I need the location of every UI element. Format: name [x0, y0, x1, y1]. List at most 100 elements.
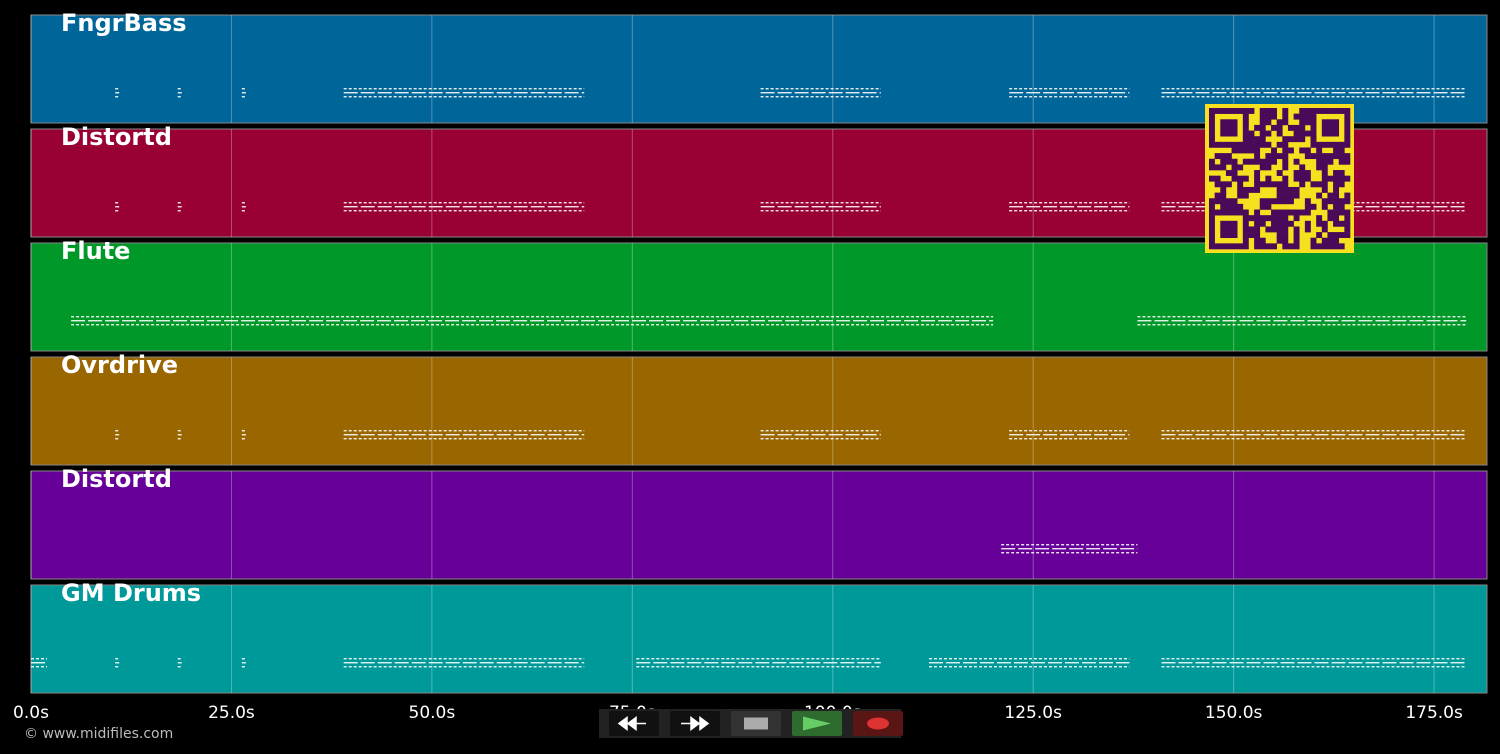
qr-cell: [1259, 119, 1266, 126]
note-span: [71, 316, 994, 326]
qr-cell: [1231, 198, 1238, 205]
qr-cell: [1225, 232, 1232, 239]
qr-cell: [1242, 232, 1249, 239]
qr-code: [1205, 104, 1354, 253]
qr-cell: [1344, 209, 1351, 216]
qr-cell: [1271, 215, 1277, 222]
x-tick-label: 125.0s: [1004, 703, 1062, 723]
qr-cell: [1276, 215, 1283, 222]
qr-cell: [1231, 226, 1238, 233]
note-span: [177, 202, 182, 212]
qr-cell: [1333, 119, 1340, 126]
stop-button[interactable]: [731, 711, 781, 736]
qr-cell: [1327, 237, 1334, 244]
qr-cell: [1321, 119, 1328, 126]
qr-cell: [1344, 215, 1351, 222]
track-name: Flute: [61, 237, 130, 265]
qr-cell: [1271, 243, 1277, 250]
track-name: GM Drums: [61, 579, 201, 607]
qr-cell: [1333, 203, 1340, 210]
qr-cell: [1344, 108, 1351, 114]
qr-cell: [1265, 175, 1272, 182]
qr-cell: [1321, 108, 1328, 114]
qr-cell: [1338, 108, 1345, 114]
qr-cell: [1293, 124, 1300, 131]
qr-cell: [1242, 237, 1249, 244]
qr-cell: [1344, 153, 1351, 160]
qr-cell: [1304, 130, 1311, 137]
qr-cell: [1242, 119, 1249, 126]
qr-cell: [1242, 175, 1249, 182]
qr-cell: [1209, 203, 1215, 210]
qr-cell: [1344, 124, 1351, 131]
qr-cell: [1220, 203, 1227, 210]
qr-cell: [1304, 226, 1311, 233]
qr-cell: [1265, 198, 1272, 205]
qr-cell: [1282, 141, 1289, 148]
qr-cell: [1231, 203, 1238, 210]
qr-cell: [1299, 147, 1306, 154]
qr-cell: [1282, 209, 1289, 216]
qr-cell: [1209, 130, 1215, 137]
qr-cell: [1276, 209, 1283, 216]
qr-cell: [1265, 203, 1272, 210]
qr-cell: [1316, 141, 1323, 148]
note-span: [1009, 88, 1130, 98]
qr-cell: [1299, 175, 1306, 182]
note-span: [343, 658, 585, 668]
qr-cell: [1242, 158, 1249, 165]
qr-cell: [1282, 158, 1289, 165]
qr-cell: [1209, 232, 1215, 239]
qr-cell: [1316, 147, 1323, 154]
note-span: [1137, 316, 1467, 326]
qr-cell: [1248, 141, 1255, 148]
qr-cell: [1333, 198, 1340, 205]
qr-cell: [1242, 209, 1249, 216]
note-span: [343, 88, 585, 98]
qr-cell: [1327, 108, 1334, 114]
qr-cell: [1293, 243, 1300, 250]
qr-cell: [1287, 198, 1294, 205]
qr-cell: [1259, 198, 1266, 205]
qr-cell: [1271, 153, 1277, 160]
qr-cell: [1214, 141, 1221, 148]
qr-cell: [1321, 158, 1328, 165]
qr-cell: [1333, 124, 1340, 131]
qr-cell: [1231, 147, 1238, 154]
qr-cell: [1214, 181, 1221, 188]
qr-cell: [1259, 181, 1266, 188]
record-button[interactable]: [853, 711, 903, 736]
qr-cell: [1209, 108, 1215, 114]
qr-cell: [1321, 164, 1328, 171]
qr-cell: [1304, 113, 1311, 120]
qr-cell: [1276, 220, 1283, 227]
fast-forward-button[interactable]: [670, 711, 720, 736]
qr-cell: [1333, 141, 1340, 148]
play-icon: [803, 716, 831, 731]
qr-cell: [1220, 153, 1227, 160]
note-span: [241, 88, 246, 98]
track-name: Distortd: [61, 465, 172, 493]
qr-cell: [1214, 198, 1221, 205]
qr-cell: [1265, 226, 1272, 233]
qr-cell: [1327, 243, 1334, 250]
qr-cell: [1282, 175, 1289, 182]
qr-cell: [1265, 153, 1272, 160]
track-name: Distortd: [61, 123, 172, 151]
qr-cell: [1254, 153, 1261, 160]
rewind-button[interactable]: [609, 711, 659, 736]
track-lane: [30, 470, 1488, 580]
qr-cell: [1316, 108, 1323, 114]
qr-cell: [1327, 124, 1334, 131]
play-button[interactable]: [792, 711, 842, 736]
qr-cell: [1276, 226, 1283, 233]
qr-cell: [1237, 243, 1244, 250]
qr-cell: [1304, 198, 1311, 205]
qr-cell: [1316, 192, 1323, 199]
qr-cell: [1231, 141, 1238, 148]
footer: © www.midifiles.com: [24, 726, 173, 742]
qr-cell: [1333, 175, 1340, 182]
qr-cell: [1220, 232, 1227, 239]
qr-cell: [1254, 181, 1261, 188]
qr-cell: [1254, 220, 1261, 227]
